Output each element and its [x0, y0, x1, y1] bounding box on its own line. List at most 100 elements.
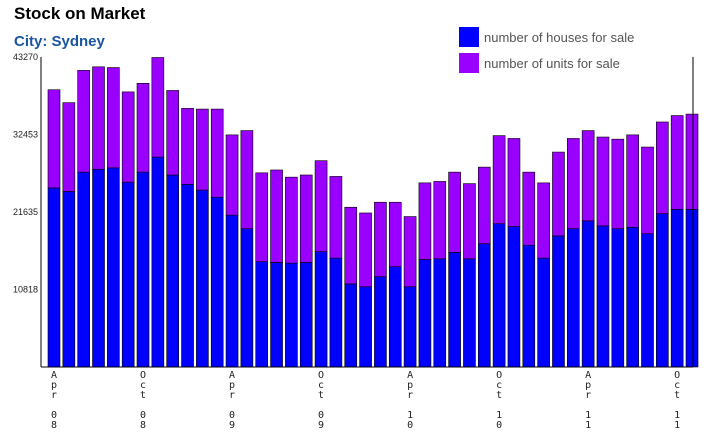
bar-houses [374, 276, 387, 368]
y-tick-label: 10818 [13, 284, 38, 294]
chart-subtitle: City: Sydney [14, 33, 105, 50]
bar-houses [477, 243, 491, 368]
x-tick-label-char: 0 [318, 410, 324, 421]
x-tick-label-char: p [229, 380, 235, 391]
bar-units [656, 121, 669, 214]
bar-houses [507, 226, 521, 368]
x-tick-label-char: r [585, 390, 591, 401]
x-tick-label-char: c [674, 380, 680, 391]
bar-units [433, 181, 447, 260]
bar-houses [181, 184, 194, 368]
x-tick-label-char: A [51, 370, 57, 381]
bar-units [77, 70, 90, 173]
bar-houses [196, 189, 209, 368]
bar-houses [225, 214, 239, 368]
x-tick-label-char: O [318, 370, 324, 381]
bar-houses [596, 225, 610, 368]
x-tick-label-char: 9 [318, 420, 324, 431]
bar-houses [299, 262, 313, 368]
bar-houses [581, 220, 595, 368]
x-tick-label-char: O [674, 370, 680, 381]
y-tick-label: 32453 [13, 129, 38, 139]
bar-units [121, 91, 135, 183]
bar-units [181, 108, 194, 185]
bar-houses [77, 171, 90, 368]
bar-houses [344, 283, 358, 368]
bar-houses [255, 261, 269, 368]
bar-units [359, 212, 372, 288]
bar-houses [107, 167, 120, 368]
legend-item-houses: number of houses for sale [459, 24, 634, 50]
bar-units [492, 135, 506, 225]
bar-units [403, 216, 417, 288]
bar-units [374, 201, 387, 278]
bar-houses [537, 257, 550, 368]
bar-houses [463, 258, 476, 368]
bar-units [522, 171, 536, 246]
bar-units [418, 182, 432, 260]
legend-item-units: number of units for sale [459, 50, 634, 76]
bar-houses [567, 228, 580, 368]
x-tick-label-char: 1 [674, 410, 680, 421]
x-tick-label-char: t [140, 390, 146, 401]
x-tick-label-char: 0 [51, 410, 57, 421]
bar-units [314, 160, 328, 252]
bar-units [166, 90, 179, 176]
bar-units [581, 130, 595, 222]
x-tick-label-char: 1 [496, 410, 502, 421]
bar-houses [418, 259, 432, 368]
x-tick-label-char: r [407, 390, 413, 401]
bar-units [463, 183, 476, 260]
bar-houses [121, 181, 135, 368]
bar-houses [626, 226, 639, 368]
bar-houses [47, 187, 61, 368]
bar-houses [611, 228, 625, 368]
y-tick-label: 21635 [13, 207, 38, 217]
x-tick-label-char: A [229, 370, 235, 381]
x-tick-label-char: 0 [229, 410, 235, 421]
bar-units [477, 166, 491, 245]
x-tick-label-char: c [318, 380, 324, 391]
legend-swatch-units [459, 53, 479, 73]
x-tick-label-char: c [496, 380, 502, 391]
bar-houses [448, 252, 461, 368]
bar-houses [151, 156, 165, 368]
bar-units [388, 201, 402, 267]
x-tick-label-char: r [229, 390, 235, 401]
bar-units [92, 66, 105, 170]
bar-houses [403, 286, 417, 368]
bar-units [641, 146, 654, 235]
bar-units [611, 138, 625, 230]
bar-houses [285, 262, 298, 368]
bar-units [225, 134, 239, 216]
bar-units [596, 136, 610, 227]
bar-units [210, 108, 224, 198]
legend-swatch-houses [459, 27, 479, 47]
bar-units [299, 174, 313, 263]
bar-units [136, 82, 150, 173]
bar-units [448, 171, 461, 253]
bar-units [537, 182, 550, 259]
bar-houses [656, 213, 669, 368]
x-tick-label-char: t [674, 390, 680, 401]
bar-units [670, 115, 684, 210]
bar-houses [670, 209, 684, 368]
bar-houses [433, 258, 447, 368]
x-tick-label-char: p [585, 380, 591, 391]
x-tick-label-char: 0 [407, 420, 413, 431]
x-tick-label-char: A [585, 370, 591, 381]
bar-units [344, 206, 358, 285]
bar-houses [314, 251, 328, 368]
x-tick-label-char: 0 [496, 420, 502, 431]
x-tick-label-char: 1 [585, 420, 591, 431]
x-tick-label-char: 1 [585, 410, 591, 421]
bar-units [626, 134, 639, 228]
legend-label-houses: number of houses for sale [484, 29, 635, 45]
bar-houses [388, 266, 402, 368]
chart-legend: number of houses for sale number of unit… [459, 24, 634, 76]
bar-houses [522, 244, 536, 368]
bar-units [285, 176, 298, 264]
x-tick-label-char: r [51, 390, 57, 401]
bar-houses [270, 262, 283, 368]
